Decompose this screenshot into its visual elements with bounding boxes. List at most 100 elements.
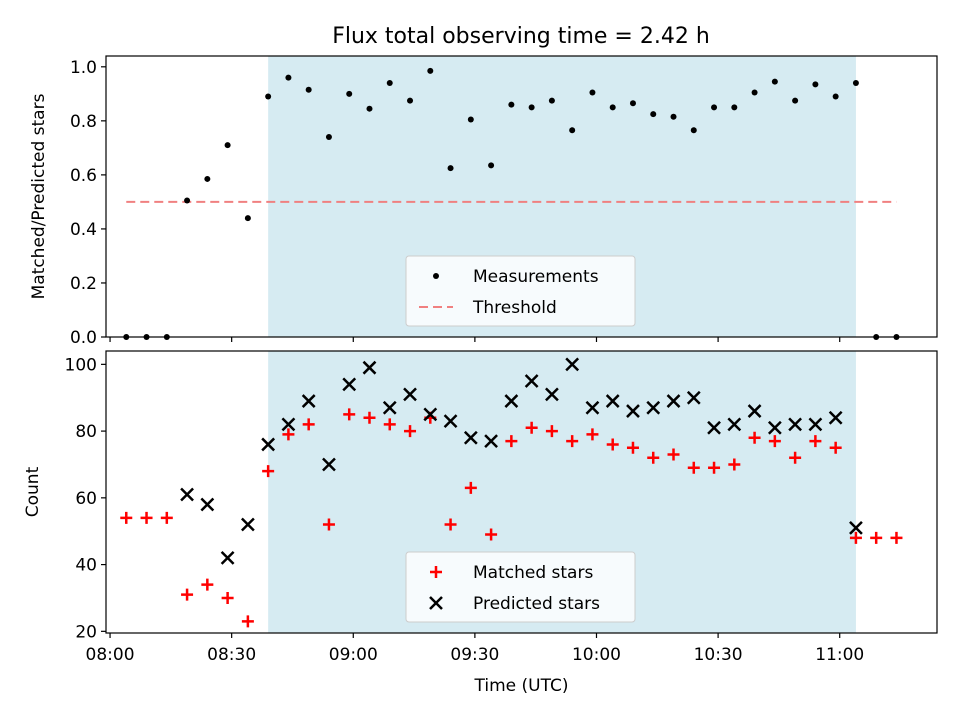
data-point: [707, 420, 721, 435]
data-point: [690, 127, 697, 134]
data-point: [285, 74, 292, 81]
data-point: [343, 408, 356, 421]
y-tick-label: 0.4: [70, 220, 97, 240]
legend-marker: [430, 566, 442, 578]
legend: Measurements Threshold: [405, 255, 636, 327]
data-point: [565, 357, 580, 372]
data-point: [852, 80, 859, 87]
y-tick-label: 20: [75, 622, 97, 642]
data-point: [792, 97, 799, 104]
y-tick-label: 0.6: [70, 166, 97, 186]
y-tick-label: 40: [75, 556, 97, 576]
data-point: [629, 100, 636, 107]
data-point: [464, 481, 477, 494]
data-point: [423, 407, 438, 422]
legend-box: [405, 551, 636, 623]
data-point: [545, 387, 559, 402]
data-point: [325, 134, 332, 141]
data-point: [751, 89, 758, 96]
data-point: [545, 425, 558, 438]
data-point: [667, 448, 680, 461]
data-point: [508, 101, 515, 108]
data-point: [548, 97, 555, 104]
data-point: [626, 404, 640, 418]
x-axis-label: Time (UTC): [474, 676, 569, 696]
data-point: [201, 578, 214, 591]
data-point: [524, 374, 539, 388]
data-point: [849, 531, 862, 544]
data-point: [383, 418, 396, 431]
panels: 0.0 0.2 0.4 0.6 0.8 1.0 Matched/Predicted star…: [23, 55, 938, 696]
data-point: [687, 461, 700, 474]
data-point: [244, 215, 251, 222]
series-predicted-stars: [180, 357, 863, 565]
data-point: [566, 435, 579, 448]
data-point: [666, 394, 681, 408]
y-axis-label: Count: [23, 466, 43, 517]
data-point: [771, 78, 778, 85]
data-point: [828, 410, 843, 425]
figure-title: Flux total observing time = 2.42 h: [332, 24, 710, 49]
data-point: [221, 591, 234, 604]
panel-2: 20 40 60 80 100 08:00 08:30 09:00 09:30 10:00 10:3…: [23, 350, 938, 696]
data-point: [890, 531, 903, 544]
data-point: [788, 417, 803, 432]
x-tick-label: 09:00: [329, 645, 378, 665]
data-point: [569, 127, 576, 134]
data-point: [363, 411, 376, 424]
data-point: [484, 434, 498, 448]
data-point: [727, 417, 742, 432]
data-point: [261, 437, 276, 452]
data-point: [808, 417, 823, 432]
data-point: [362, 360, 377, 375]
data-point: [626, 441, 639, 454]
legend-label: Threshold: [472, 298, 557, 318]
data-point: [870, 531, 883, 544]
data-point: [650, 111, 657, 118]
data-point: [444, 518, 457, 531]
data-point: [646, 400, 661, 415]
y-tick-label: 60: [75, 489, 97, 509]
x-tick-label: 08:30: [207, 645, 256, 665]
data-point: [463, 430, 478, 445]
data-point: [224, 142, 231, 149]
data-point: [322, 457, 336, 472]
legend-box: [405, 255, 636, 327]
axes-frame: [105, 55, 938, 338]
legend-marker: [433, 273, 439, 279]
data-point: [728, 458, 741, 471]
data-point: [184, 197, 191, 204]
data-point: [789, 451, 802, 464]
data-point: [447, 165, 454, 172]
data-point: [200, 497, 215, 512]
legend: Matched stars Predicted stars: [405, 551, 636, 623]
data-point: [204, 175, 211, 182]
data-point: [504, 394, 519, 408]
data-point: [467, 116, 474, 123]
y-tick-label: 0.8: [70, 112, 97, 132]
data-point: [609, 104, 616, 111]
data-point: [140, 511, 153, 524]
x-tick-label: 11:00: [815, 645, 864, 665]
data-point: [767, 420, 782, 435]
x-tick-label: 08:00: [86, 645, 135, 665]
data-point: [647, 451, 660, 464]
legend-label: Matched stars: [473, 563, 593, 583]
data-point: [585, 400, 600, 415]
data-point: [382, 400, 397, 415]
y-tick-label: 0.0: [70, 328, 97, 348]
y-tick-label: 1.0: [70, 58, 97, 78]
data-point: [809, 435, 822, 448]
data-point: [282, 428, 295, 441]
data-point: [525, 421, 538, 434]
data-point: [241, 615, 254, 628]
y-axis-label: Matched/Predicted stars: [29, 93, 49, 299]
data-point: [301, 394, 316, 408]
data-point: [386, 80, 393, 87]
data-point: [528, 104, 535, 111]
data-point: [670, 113, 677, 120]
series-measurements: [123, 67, 900, 340]
data-point: [505, 435, 518, 448]
data-point: [346, 90, 353, 97]
